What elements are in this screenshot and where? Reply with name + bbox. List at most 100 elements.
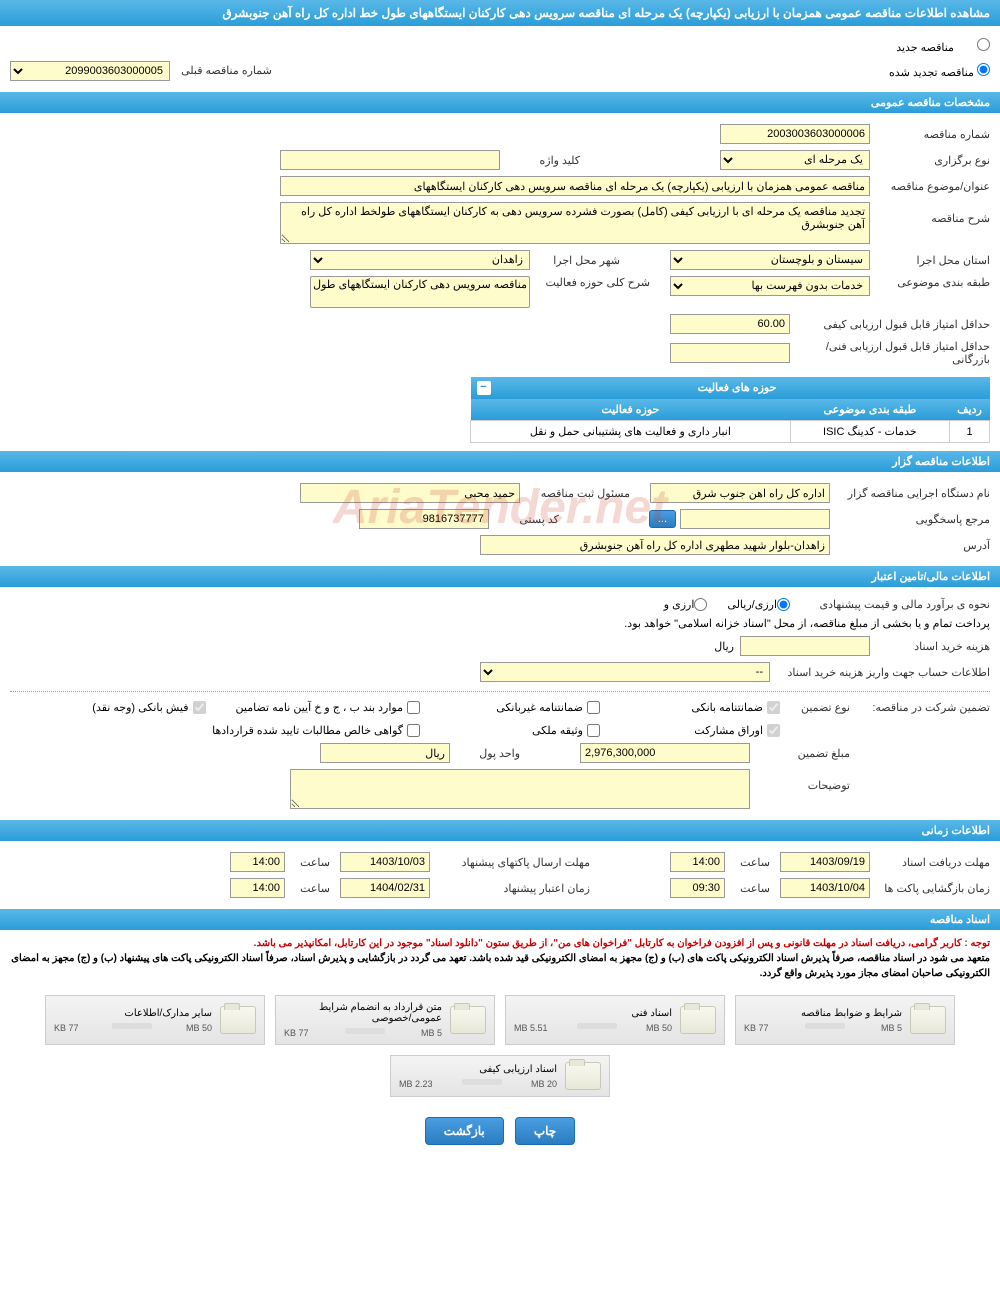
- input-tender-number[interactable]: [720, 124, 870, 144]
- print-button[interactable]: چاپ: [515, 1117, 575, 1145]
- input-subject[interactable]: [280, 176, 870, 196]
- input-currency-unit[interactable]: [320, 743, 450, 763]
- input-keyword[interactable]: [280, 150, 500, 170]
- file-card[interactable]: اسناد ارزیابی کیفی 20 MB 2.23 MB: [390, 1055, 610, 1097]
- label-fin-notes: توضیحات: [750, 769, 850, 792]
- cb-bank-receipt[interactable]: [193, 701, 206, 714]
- file-max: 5 MB: [881, 1023, 902, 1033]
- file-card[interactable]: شرایط و ضوابط مناقصه5 MB77 KB: [735, 995, 955, 1045]
- input-min-quality[interactable]: [670, 314, 790, 334]
- label-receive-deadline: مهلت دریافت اسناد: [870, 856, 990, 869]
- select-activity-field[interactable]: مناقصه سرویس دهی کارکنان ایستگاههای طول: [310, 276, 530, 308]
- file-card[interactable]: سایر مدارک/اطلاعات50 MB77 KB: [45, 995, 265, 1045]
- cb-participation-bonds[interactable]: [767, 724, 780, 737]
- input-registrar[interactable]: [300, 483, 520, 503]
- radio-rial[interactable]: [777, 598, 790, 611]
- label-postal: کد پستی: [489, 513, 559, 526]
- file-card[interactable]: متن قرارداد به انضمام شرایط عمومی/خصوصی5…: [275, 995, 495, 1045]
- cb-contract-receivables[interactable]: [407, 724, 420, 737]
- label-tender-number: شماره مناقصه: [870, 128, 990, 141]
- folder-icon: [450, 1006, 486, 1034]
- collapse-icon[interactable]: −: [477, 381, 491, 395]
- page-title-bar: مشاهده اطلاعات مناقصه عمومی همزمان با ار…: [0, 0, 1000, 26]
- label-city: شهر محل اجرا: [530, 254, 620, 267]
- label-guarantee-type: نوع تضمین: [780, 701, 850, 714]
- select-category[interactable]: خدمات بدون فهرست بها: [670, 276, 870, 296]
- input-address[interactable]: [480, 535, 830, 555]
- label-province: استان محل اجرا: [870, 254, 990, 267]
- col-category: طبقه بندی موضوعی: [790, 399, 949, 421]
- label-validity-time: ساعت: [285, 882, 330, 895]
- textarea-description[interactable]: [280, 202, 870, 244]
- label-currency-unit: واحد پول: [450, 747, 520, 760]
- file-card[interactable]: اسناد فنی50 MB5.51 MB: [505, 995, 725, 1045]
- file-used: 2.23 MB: [399, 1079, 433, 1089]
- file-progress: [577, 1023, 617, 1029]
- input-send-date[interactable]: [340, 852, 430, 872]
- folder-icon: [565, 1062, 601, 1090]
- file-title: اسناد فنی: [514, 1008, 672, 1019]
- file-cards-container: شرایط و ضوابط مناقصه5 MB77 KB اسناد فنی 50…: [0, 987, 1000, 1105]
- label-prev-number: شماره مناقصه قبلی: [173, 65, 272, 77]
- input-min-tech[interactable]: [670, 343, 790, 363]
- label-subject: عنوان/موضوع مناقصه: [870, 180, 990, 193]
- input-receive-time[interactable]: [670, 852, 725, 872]
- section-time-info: اطلاعات زمانی: [0, 820, 1000, 841]
- cb-property-collateral[interactable]: [587, 724, 600, 737]
- file-title: اسناد ارزیابی کیفی: [399, 1064, 557, 1075]
- back-button[interactable]: بازگشت: [425, 1117, 504, 1145]
- input-reference[interactable]: [680, 509, 830, 529]
- input-guarantee-amount[interactable]: [580, 743, 750, 763]
- label-activity-field: شرح کلی حوزه فعالیت: [530, 276, 650, 289]
- file-max: 50 MB: [646, 1023, 672, 1033]
- file-used: 77 KB: [284, 1028, 309, 1038]
- label-currency-opt: ارزی و: [664, 598, 695, 611]
- label-open-time: ساعت: [725, 882, 770, 895]
- file-used: 77 KB: [54, 1023, 79, 1033]
- select-city[interactable]: زاهدان: [310, 250, 530, 270]
- activity-table-title: − حوزه های فعالیت: [471, 377, 990, 399]
- cb-nonbank-guarantee[interactable]: [587, 701, 600, 714]
- select-holding-type[interactable]: یک مرحله ای: [720, 150, 870, 170]
- label-rial-unit: ریال: [714, 640, 734, 653]
- radio-renewed-tender[interactable]: [977, 63, 990, 76]
- input-open-date[interactable]: [780, 878, 870, 898]
- input-send-time[interactable]: [230, 852, 285, 872]
- select-prev-number[interactable]: 2099003603000005: [10, 61, 170, 81]
- select-province[interactable]: سیستان و بلوچستان: [670, 250, 870, 270]
- col-field: حوزه فعالیت: [471, 399, 791, 421]
- textarea-fin-notes[interactable]: [290, 769, 750, 809]
- label-rial-opt: ارزی/ریالی: [727, 598, 777, 611]
- documents-notes: توجه : کاربر گرامی، دریافت اسناد در مهلت…: [0, 930, 1000, 987]
- cb-bank-guarantee[interactable]: [767, 701, 780, 714]
- input-receive-date[interactable]: [780, 852, 870, 872]
- input-validity-date[interactable]: [340, 878, 430, 898]
- label-address: آدرس: [830, 539, 990, 552]
- radio-new-tender[interactable]: [977, 38, 990, 51]
- section-tenderer-info: اطلاعات مناقصه گزار: [0, 451, 1000, 472]
- label-send-time: ساعت: [285, 856, 330, 869]
- file-progress: [112, 1023, 152, 1029]
- label-estimate: نحوه ی برآورد مالی و قیمت پیشنهادی: [790, 598, 990, 611]
- activity-table: − حوزه های فعالیت ردیف طبقه بندی موضوعی …: [470, 377, 990, 443]
- input-doc-cost[interactable]: [740, 636, 870, 656]
- label-keyword: کلید واژه: [500, 154, 580, 167]
- label-new-tender: مناقصه جدید: [896, 42, 954, 54]
- footer-buttons: چاپ بازگشت: [0, 1105, 1000, 1157]
- label-registrar: مسئول ثبت مناقصه: [520, 487, 630, 500]
- radio-currency[interactable]: [694, 598, 707, 611]
- reference-browse-button[interactable]: ...: [649, 510, 676, 528]
- input-validity-time[interactable]: [230, 878, 285, 898]
- label-category: طبقه بندی موضوعی: [870, 276, 990, 289]
- input-postal[interactable]: [359, 509, 489, 529]
- select-account[interactable]: --: [480, 662, 770, 682]
- file-progress: [345, 1028, 385, 1034]
- input-org[interactable]: [650, 483, 830, 503]
- label-guarantee-amount: مبلغ تضمین: [750, 747, 850, 760]
- label-org: نام دستگاه اجرایی مناقصه گزار: [830, 487, 990, 500]
- label-reference: مرجع پاسخگویی: [830, 513, 990, 526]
- input-open-time[interactable]: [670, 878, 725, 898]
- section-financial: اطلاعات مالی/تامین اعتبار: [0, 566, 1000, 587]
- cb-regulation-items[interactable]: [407, 701, 420, 714]
- file-max: 20 MB: [531, 1079, 557, 1089]
